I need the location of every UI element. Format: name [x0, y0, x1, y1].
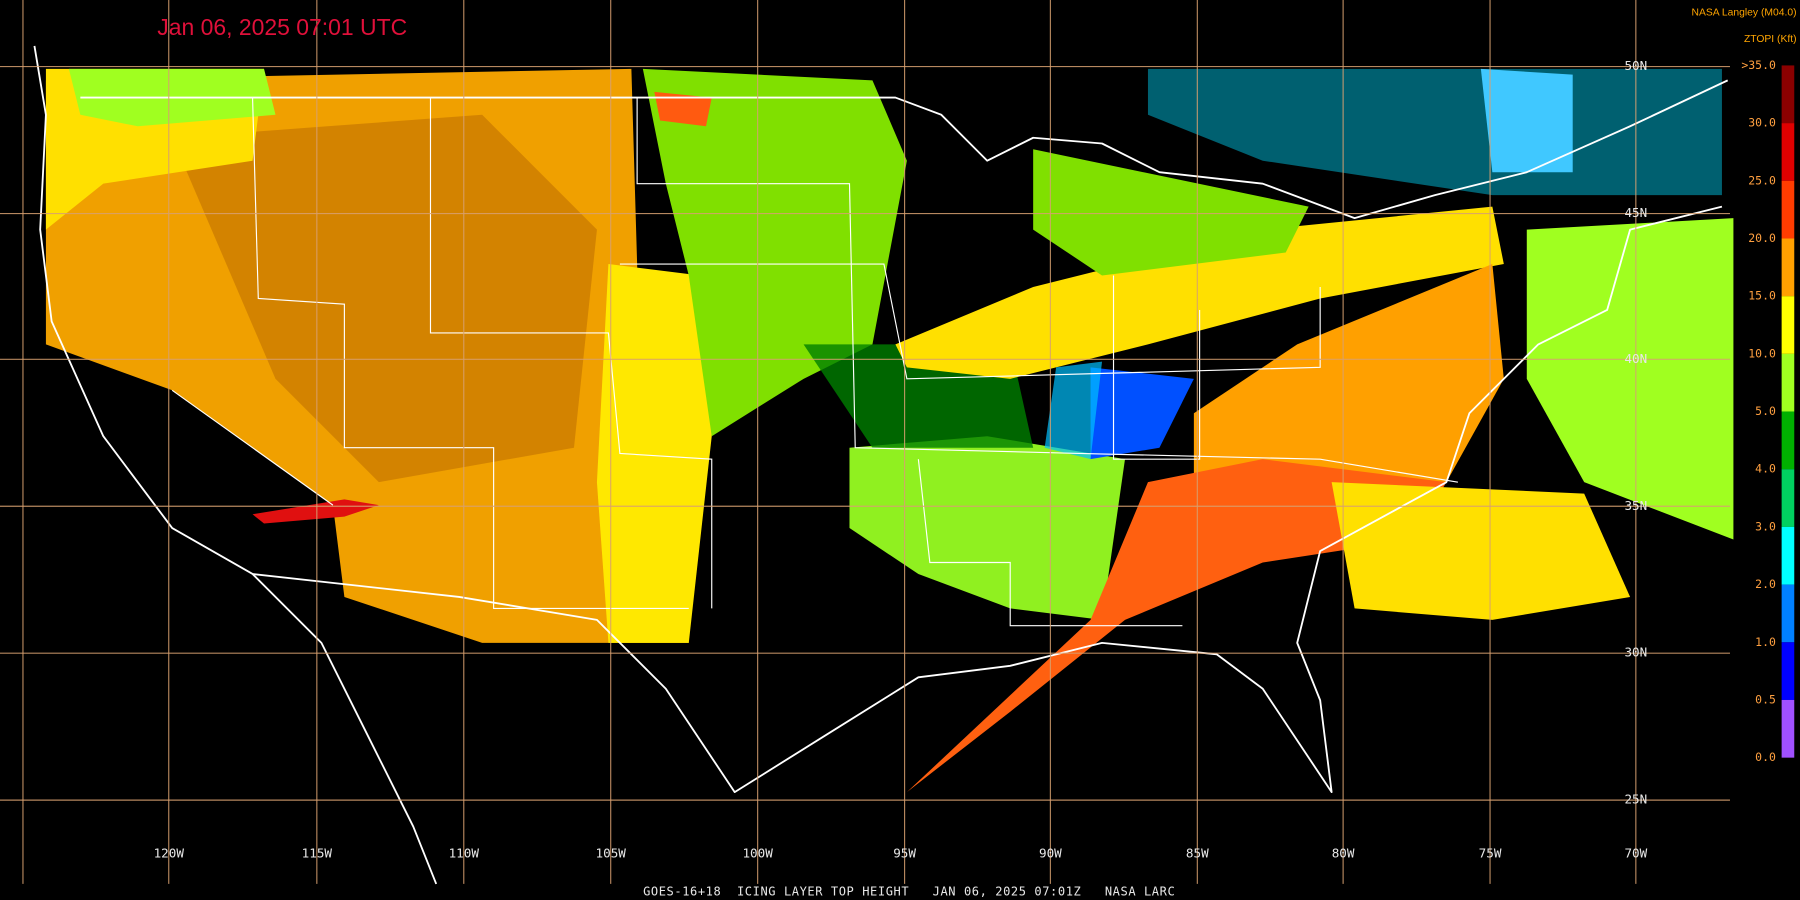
legend-label: >35.0 [1741, 58, 1776, 72]
cloud-field [1480, 68, 1573, 173]
longitude-label: 110W [449, 846, 480, 861]
latitude-label: 35N [1624, 498, 1647, 513]
longitude-label: 85W [1186, 846, 1209, 861]
legend-swatch [1781, 180, 1795, 239]
state-line [1112, 275, 1201, 460]
legend-swatch [1781, 584, 1795, 643]
legend-swatch [1781, 296, 1795, 354]
legend: >35.0 30.0 25.0 20.0 15.0 10.0 5.0 4.0 3.0 2.0 1.0… [1741, 58, 1795, 764]
legend-label: 0.5 [1755, 692, 1776, 706]
coastline [33, 45, 438, 885]
legend-swatch [1781, 123, 1795, 181]
state-line [251, 97, 689, 609]
legend-label: 0.0 [1755, 750, 1776, 764]
longitude-label: 120W [154, 846, 185, 861]
latitude-label: 40N [1624, 351, 1647, 366]
cloud-fields [45, 68, 1734, 793]
coastline [252, 205, 1723, 794]
legend-label: 1.0 [1755, 635, 1776, 649]
longitude-label: 90W [1039, 846, 1062, 861]
longitude-label: 105W [596, 846, 627, 861]
longitude-label: 75W [1479, 846, 1502, 861]
timestamp: Jan 06, 2025 07:01 UTC [157, 14, 407, 40]
graticule [0, 0, 1730, 884]
boundaries [33, 45, 1729, 885]
cloud-field [906, 459, 1447, 793]
legend-swatch [1781, 526, 1795, 585]
legend-label: 2.0 [1755, 577, 1776, 591]
graticule-labels: 50N 45N 40N 35N 30N 25N 120W 115W 110W 105W 100W 95… [154, 58, 1648, 861]
longitude-label: 80W [1332, 846, 1355, 861]
legend-swatch [1781, 353, 1795, 412]
state-line [619, 263, 1321, 380]
latitude-label: 30N [1624, 645, 1647, 660]
legend-swatch [1781, 469, 1795, 527]
cloud-field [1044, 361, 1103, 460]
cloud-field [895, 206, 1504, 379]
longitude-label: 115W [302, 846, 333, 861]
legend-label: 10.0 [1748, 346, 1776, 360]
state-line [636, 97, 1459, 483]
legend-label: 15.0 [1748, 289, 1776, 303]
longitude-label: 95W [893, 846, 916, 861]
longitude-label: 100W [742, 846, 773, 861]
footer: GOES-16+18 ICING LAYER TOP HEIGHT JAN 06… [643, 884, 1175, 898]
legend-swatch [1781, 642, 1795, 700]
legend-swatch [1781, 411, 1795, 470]
latitude-label: 45N [1624, 205, 1647, 220]
legend-label: 30.0 [1748, 116, 1776, 130]
legend-swatch [1781, 699, 1795, 758]
cloud-field [252, 499, 379, 524]
state-line [917, 459, 1183, 627]
cloud-field [1090, 367, 1194, 460]
cloud-field [172, 114, 597, 483]
cloud-field [654, 91, 712, 127]
legend-title: ZTOPI (Kft) [1744, 34, 1797, 45]
cloud-field [1331, 482, 1631, 620]
border [80, 79, 1729, 220]
legend-label: 25.0 [1748, 173, 1776, 187]
legend-swatch [1781, 238, 1795, 297]
cloud-field [596, 264, 712, 643]
cloud-field [1147, 68, 1722, 196]
legend-label: 20.0 [1748, 231, 1776, 245]
longitude-label: 70W [1624, 846, 1647, 861]
latitude-label: 25N [1624, 792, 1647, 807]
state-line [171, 389, 334, 506]
legend-label: 4.0 [1755, 462, 1776, 476]
legend-label: 3.0 [1755, 519, 1776, 533]
cloud-field [1033, 149, 1309, 276]
latitude-label: 50N [1624, 58, 1647, 73]
credit: NASA Langley (M04.0) [1691, 7, 1796, 18]
state-line [429, 97, 713, 609]
cloud-field [1526, 218, 1734, 540]
legend-label: 5.0 [1755, 404, 1776, 418]
legend-swatch [1781, 65, 1795, 124]
